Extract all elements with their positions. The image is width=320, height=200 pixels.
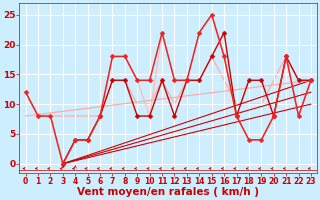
X-axis label: Vent moyen/en rafales ( km/h ): Vent moyen/en rafales ( km/h )	[77, 187, 259, 197]
